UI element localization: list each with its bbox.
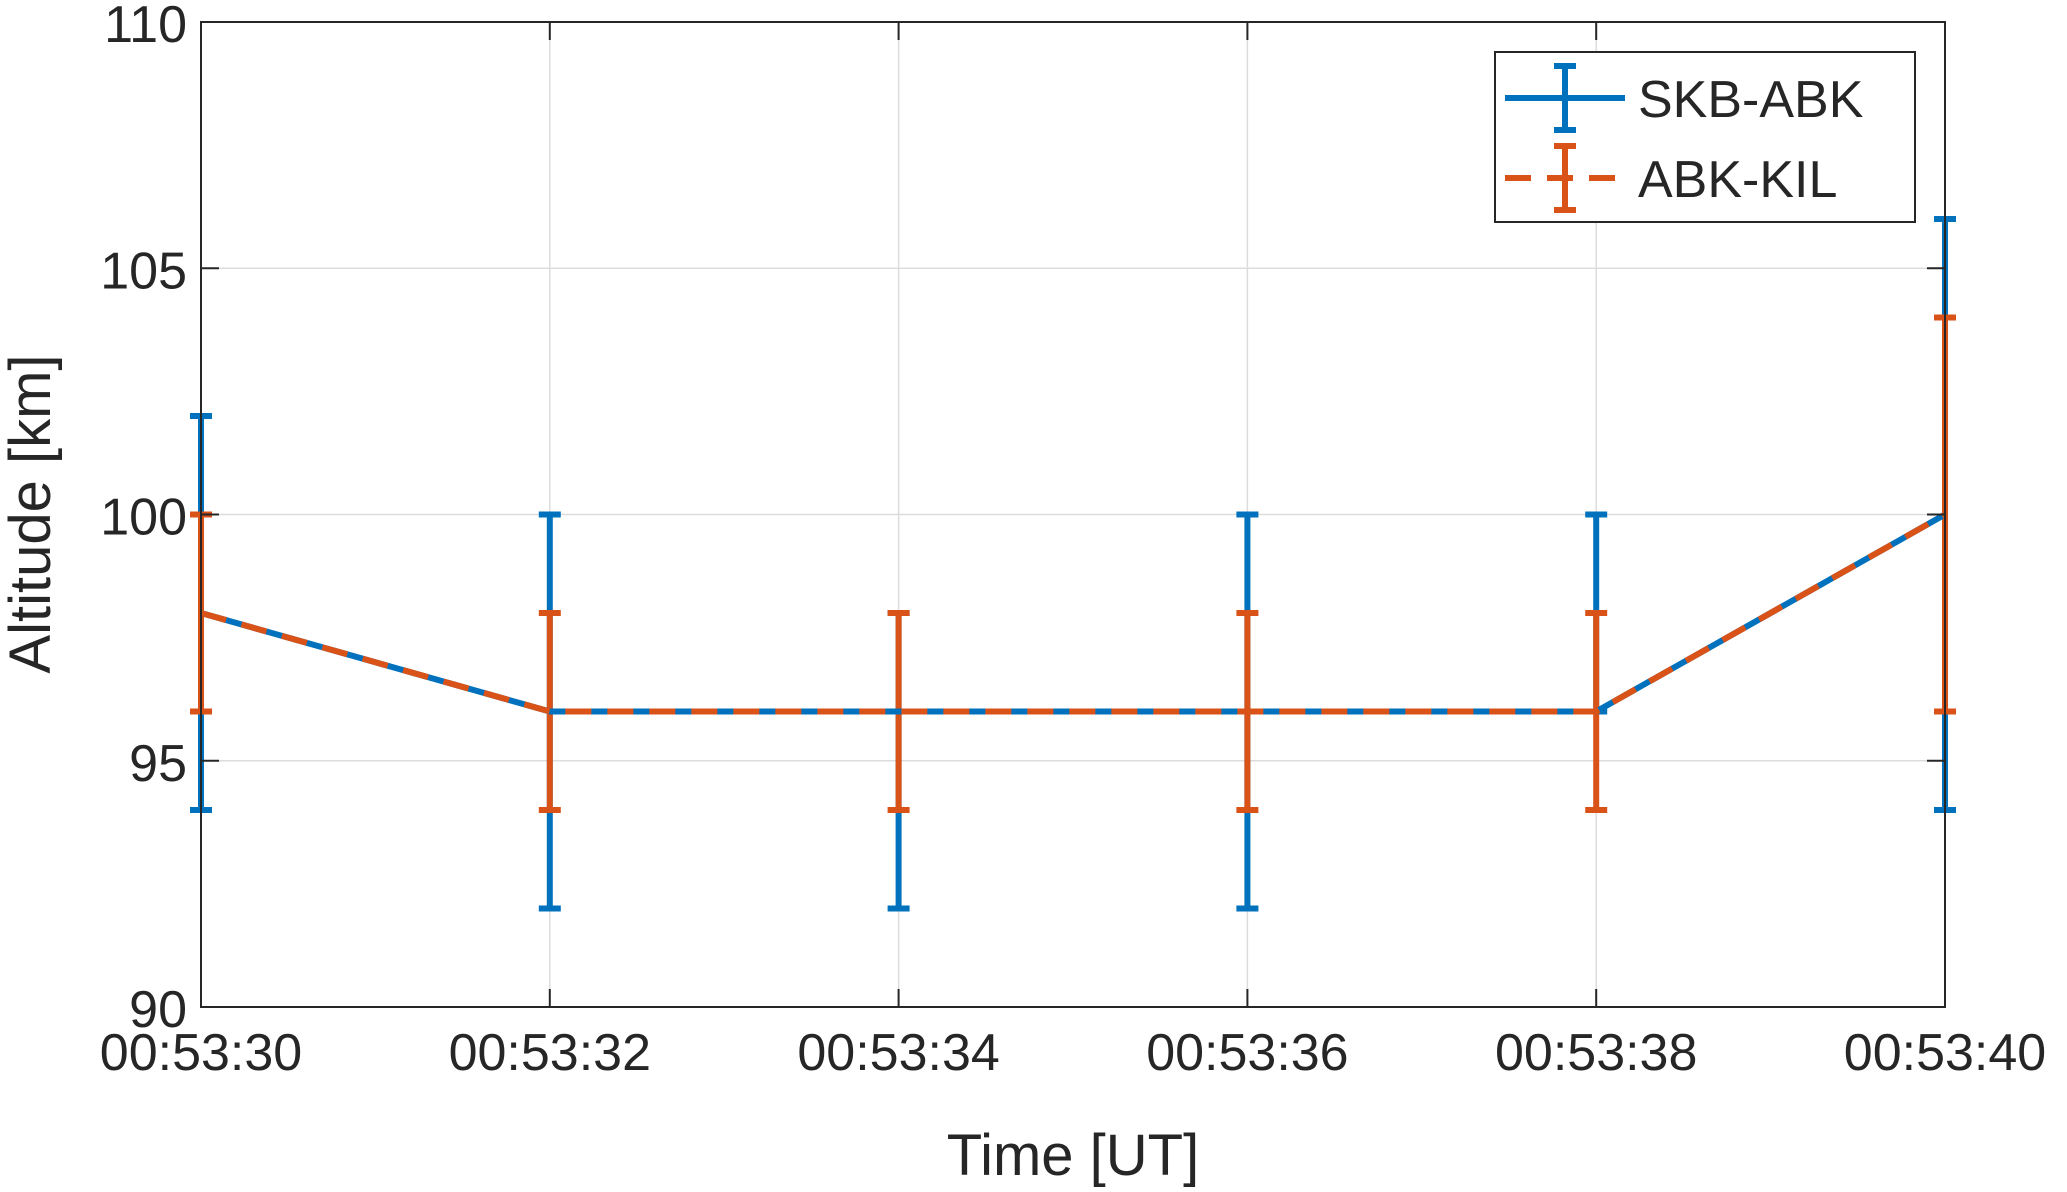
series-line (200, 511, 1947, 715)
legend-label: SKB-ABK (1638, 71, 1864, 129)
y-tick-label: 95 (129, 735, 187, 793)
x-axis-ticks: 00:53:30 00:53:32 00:53:34 00:53:36 00:53:38… (100, 22, 2046, 1082)
y-tick-label: 110 (104, 0, 187, 54)
legend-label: ABK-KIL (1638, 151, 1837, 209)
series-line (200, 511, 1947, 715)
series-layer (190, 216, 1956, 912)
x-tick-label: 00:53:30 (100, 1024, 302, 1082)
x-tick-label: 00:53:36 (1146, 1024, 1348, 1082)
x-tick-label: 00:53:34 (797, 1024, 999, 1082)
y-tick-label: 105 (100, 242, 187, 300)
series-abk-kil (190, 314, 1956, 813)
x-axis-label: Time [UT] (947, 1123, 1199, 1188)
y-axis-ticks: 90 95 100 105 110 (100, 0, 1945, 1039)
series-skb-abk (190, 216, 1956, 912)
x-tick-label: 00:53:40 (1844, 1024, 2046, 1082)
y-tick-label: 90 (129, 981, 187, 1039)
y-axis-label: Altitude [km] (0, 354, 63, 673)
legend: SKB-ABK ABK-KIL (1494, 51, 1916, 223)
x-tick-label: 00:53:32 (449, 1024, 651, 1082)
y-tick-label: 100 (100, 489, 187, 547)
x-tick-label: 00:53:38 (1495, 1024, 1697, 1082)
